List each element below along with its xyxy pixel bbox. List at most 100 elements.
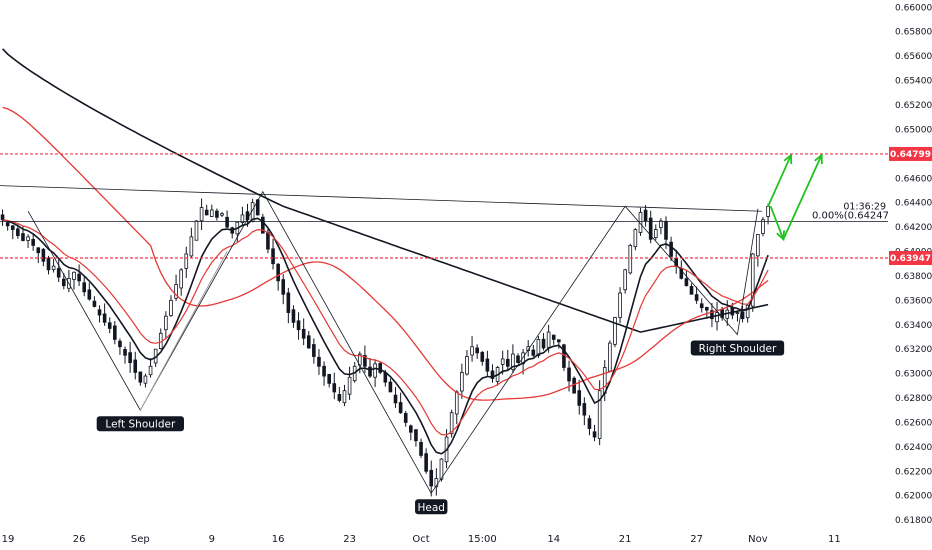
candle (113, 320, 117, 345)
neckline (0, 185, 762, 212)
candle (199, 198, 204, 230)
y-tick-label: 0.63800 (895, 272, 932, 282)
candle (97, 305, 102, 323)
shoulder-line (139, 251, 228, 411)
pattern-label: Right Shoulder (690, 340, 785, 356)
candle-body (592, 431, 597, 438)
candle (490, 364, 495, 383)
candle-body (10, 225, 15, 230)
candle-body (342, 390, 347, 404)
candle-body (689, 286, 694, 295)
candle (291, 305, 296, 328)
candle-body (21, 233, 25, 241)
candle-body (107, 322, 112, 329)
pattern-label-text: Head (418, 502, 445, 514)
y-tick-label: 0.65600 (895, 52, 932, 62)
candle-body (664, 221, 668, 240)
candle-body (220, 213, 224, 216)
candle-body (209, 209, 214, 217)
horizontal-levels-layer: 0.64799 0.63947 0.00%(0.64247) (0, 146, 932, 265)
candle-body (194, 220, 199, 241)
candle (505, 349, 510, 372)
candle (434, 468, 439, 496)
candle (322, 361, 326, 386)
candle-body (623, 269, 627, 291)
candle (158, 328, 163, 350)
candle (613, 316, 617, 348)
candle (628, 243, 633, 275)
candle (230, 226, 235, 239)
candle (409, 424, 413, 441)
fib-level-label: 0.00%(0.64247) (812, 210, 893, 221)
y-tick-label: 0.65200 (895, 101, 932, 111)
x-tick-label: 11 (828, 534, 841, 545)
candle (761, 217, 765, 237)
candle-body (148, 365, 153, 376)
candle-body (347, 376, 352, 395)
x-tick-label: 21 (619, 534, 632, 545)
candle (608, 340, 612, 373)
candle (449, 409, 454, 438)
candle (756, 234, 760, 267)
annotation-labels-layer: Left Shoulder Head Right Shoulder (96, 340, 785, 515)
y-tick-label: 0.66000 (895, 3, 932, 13)
candle-body (669, 241, 673, 257)
candle (587, 415, 592, 436)
candle (77, 264, 81, 286)
candles-layer (0, 198, 770, 497)
y-tick-label: 0.63600 (895, 296, 932, 306)
candle-body (475, 347, 479, 354)
candle-body (582, 403, 587, 416)
price-tag-label: 0.63947 (890, 254, 931, 264)
candle-body (505, 358, 510, 367)
candle-body (123, 349, 127, 356)
candle (460, 363, 464, 399)
candle (225, 210, 229, 229)
pattern-label: Left Shoulder (96, 416, 184, 432)
candle-body (628, 245, 633, 274)
candle (531, 344, 536, 358)
candle (327, 373, 331, 388)
candle-body (291, 309, 296, 323)
candle-body (424, 453, 428, 472)
candle (215, 208, 219, 221)
candle (255, 198, 260, 216)
candle-body (133, 359, 138, 373)
candle (429, 460, 434, 497)
candle-body (26, 236, 30, 241)
candle-body (5, 222, 10, 227)
candle-body (0, 214, 5, 221)
candle-body (756, 234, 760, 257)
candle-body (633, 229, 638, 248)
candle (301, 318, 306, 346)
y-tick-label: 0.64400 (895, 199, 932, 209)
candle (419, 438, 423, 458)
arrow-up-1 (767, 154, 792, 207)
candle (454, 390, 459, 425)
candle-body (403, 412, 408, 423)
candle-body (31, 238, 35, 246)
candle-body (327, 374, 331, 384)
candle-body (618, 292, 622, 318)
candle-body (465, 356, 469, 375)
candle (179, 268, 183, 296)
candle-body (449, 412, 454, 435)
candle (618, 287, 622, 324)
candle-body (414, 429, 418, 442)
candle (710, 302, 714, 328)
candle (577, 379, 582, 415)
y-tick-label: 0.63400 (895, 321, 932, 331)
candle (317, 349, 321, 375)
moving-averages-layer (2, 48, 769, 455)
candle (342, 384, 347, 407)
candle (623, 268, 627, 294)
x-tick-label: Sep (131, 534, 150, 545)
candle (10, 224, 15, 240)
candle (72, 271, 76, 290)
candle-body (41, 248, 46, 262)
candle-body (97, 309, 102, 316)
candle (511, 344, 515, 374)
candle (337, 387, 342, 403)
candle (551, 334, 556, 345)
